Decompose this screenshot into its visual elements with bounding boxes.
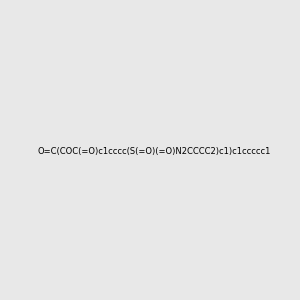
Text: O=C(COC(=O)c1cccc(S(=O)(=O)N2CCCC2)c1)c1ccccc1: O=C(COC(=O)c1cccc(S(=O)(=O)N2CCCC2)c1)c1…: [37, 147, 270, 156]
